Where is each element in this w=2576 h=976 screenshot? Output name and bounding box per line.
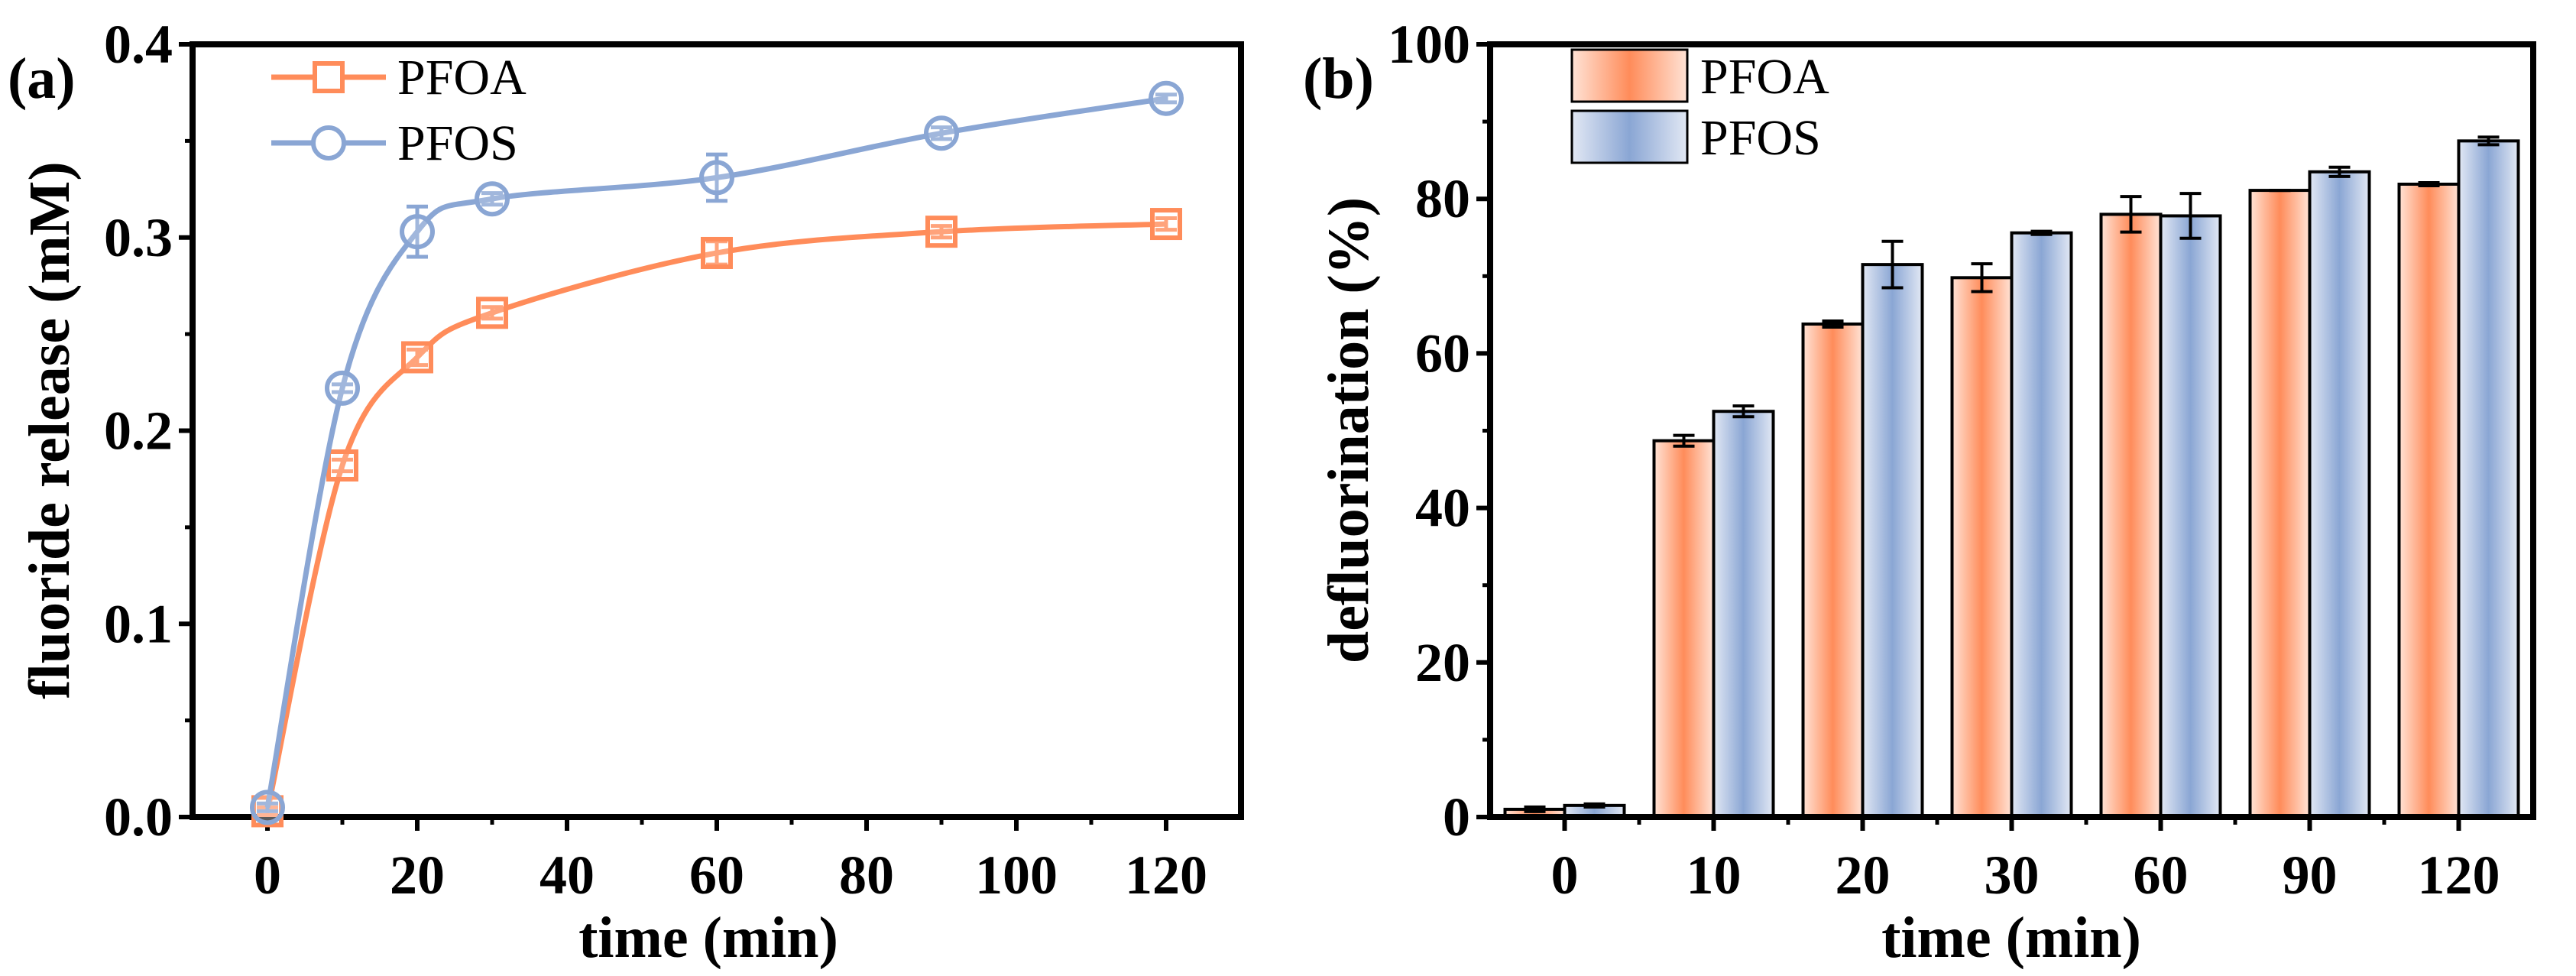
y-tick-label: 80: [1415, 168, 1470, 229]
pfos-legend-swatch: [1570, 109, 1689, 164]
y-tick-label: 0.0: [104, 786, 173, 848]
x-tick-label: 10: [1687, 845, 1742, 906]
panel-b-y-axis-title: defluorination (%): [1317, 197, 1381, 663]
pfoa-bar: [2397, 182, 2461, 819]
pfoa-point: [326, 449, 358, 482]
pfoa-legend-label: PFOA: [397, 50, 527, 105]
x-tick-label: 100: [975, 845, 1058, 906]
x-tick-label: 90: [2283, 845, 2338, 906]
panel-b-label: (b): [1303, 47, 1374, 111]
panel-a-line-chart: (a) fluoride release (mM) time (min) 0 20…: [8, 14, 1244, 970]
pfos-bar: [2159, 214, 2222, 819]
pfos-legend-label: PFOS: [397, 115, 518, 171]
panel-b-bar-chart: (b) defluorination (%) time (min) PFOAPF…: [1303, 14, 2536, 970]
pfoa-bar: [1801, 322, 1865, 819]
x-tick-label: 30: [1985, 845, 2040, 906]
x-tick-label: 120: [2418, 845, 2500, 906]
pfos-bar: [1712, 410, 1775, 819]
pfos-bar: [2308, 170, 2371, 819]
pfoa-point: [701, 236, 733, 269]
y-tick-label: 0.1: [104, 593, 173, 654]
pfos-legend-marker: [311, 125, 346, 161]
y-tick-label: 60: [1415, 323, 1470, 384]
panel-a-x-axis-title: time (min): [578, 906, 838, 970]
pfos-point: [400, 214, 435, 250]
panel-b-x-axis-title: time (min): [1881, 906, 2141, 970]
x-tick-label: 60: [689, 845, 744, 906]
x-tick-label: 20: [1836, 845, 1891, 906]
pfoa-bar: [2099, 212, 2163, 819]
x-tick-label: 0: [254, 845, 281, 906]
panel-a-label: (a): [8, 47, 76, 111]
pfoa-point: [401, 341, 433, 374]
x-tick-label: 60: [2134, 845, 2189, 906]
pfos-point: [699, 160, 734, 196]
x-tick-label: 80: [839, 845, 894, 906]
x-tick-label: 120: [1125, 845, 1207, 906]
y-tick-label: 0: [1443, 786, 1470, 848]
x-tick-label: 20: [390, 845, 445, 906]
y-tick-label: 100: [1388, 14, 1470, 75]
y-tick-label: 20: [1415, 632, 1470, 693]
panel-a-y-axis-title: fluoride release (mM): [18, 161, 82, 699]
pfoa-point: [476, 297, 508, 329]
pfoa-legend-label: PFOA: [1700, 49, 1829, 105]
pfoa-bar: [1652, 439, 1716, 819]
x-tick-label: 0: [1551, 845, 1579, 906]
y-tick-label: 0.3: [104, 207, 173, 268]
pfos-legend-label: PFOS: [1700, 110, 1821, 166]
pfos-point: [1149, 80, 1184, 116]
y-tick-label: 0.4: [104, 14, 173, 75]
pfoa-point: [1150, 208, 1182, 241]
pfoa-point: [925, 216, 957, 248]
pfoa-line: [264, 221, 1167, 812]
pfos-point: [250, 790, 285, 825]
pfos-bar: [2010, 231, 2073, 819]
pfoa-bar: [1950, 276, 2014, 819]
x-tick-label: 40: [540, 845, 595, 906]
pfos-bar: [1861, 263, 1924, 819]
pfoa-bar: [2248, 189, 2312, 819]
y-tick-label: 0.2: [104, 400, 173, 462]
pfos-point: [475, 181, 510, 217]
pfos-point: [325, 370, 360, 406]
pfoa-legend-swatch: [1570, 48, 1689, 103]
y-tick-label: 40: [1415, 478, 1470, 539]
pfos-point: [924, 115, 959, 151]
pfoa-legend-marker: [313, 61, 345, 93]
pfos-bar: [2457, 139, 2520, 819]
pfos-line: [264, 96, 1167, 808]
